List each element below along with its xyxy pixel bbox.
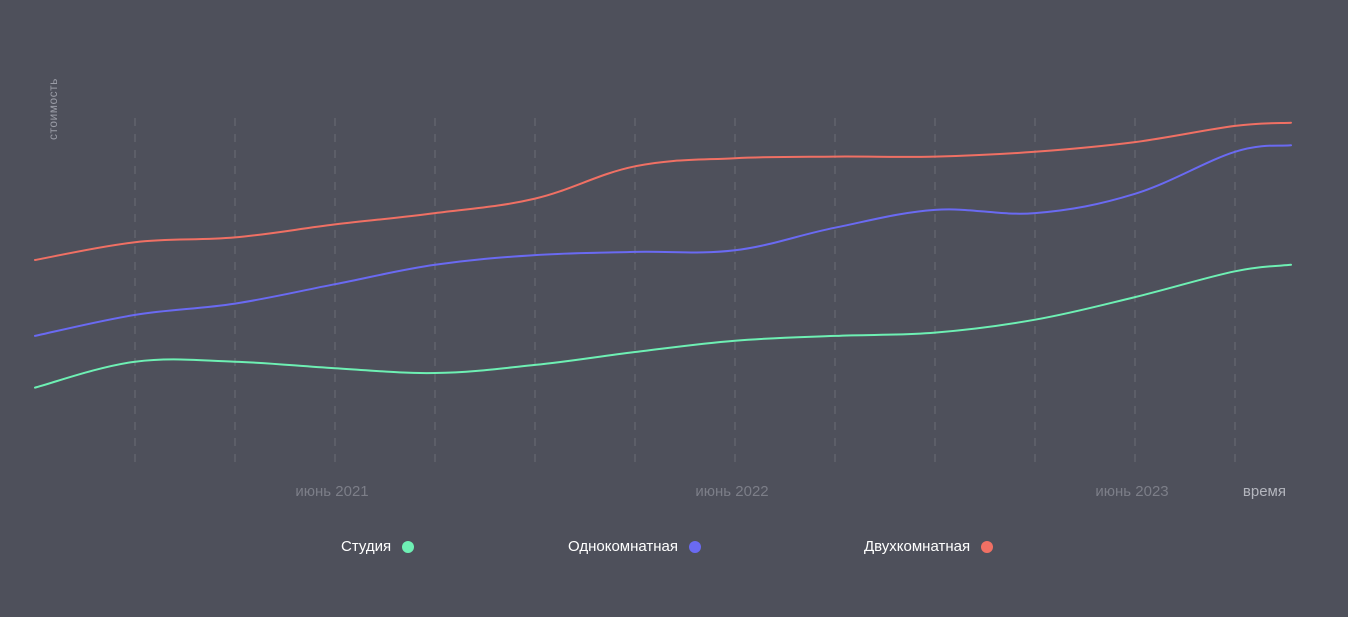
legend-label: Однокомнатная [568,538,679,555]
legend-swatch [981,540,994,553]
x-tick-label: июнь 2022 [695,483,768,500]
series-line-1 [34,144,1292,337]
x-tick-label: июнь 2023 [1095,483,1168,500]
series-lines [34,121,1292,389]
x-axis-ticks: июнь 2021 июнь 2022 июнь 2023 [295,483,1168,500]
y-axis-label: стоимость [46,78,60,140]
x-axis-label: время [1243,483,1286,500]
legend-swatch [689,540,702,553]
legend: Студия Однокомнатная Двухкомнатная [0,538,1348,558]
series-line-0 [34,263,1292,389]
legend-item: Однокомнатная [568,538,702,555]
legend-label: Студия [341,538,392,555]
series-line-2 [34,121,1292,261]
grid-lines [134,118,1236,462]
legend-swatch [402,540,415,553]
legend-item: Двухкомнатная [864,538,994,555]
legend-item: Студия [341,538,415,555]
legend-label: Двухкомнатная [864,538,971,555]
x-tick-label: июнь 2021 [295,483,368,500]
